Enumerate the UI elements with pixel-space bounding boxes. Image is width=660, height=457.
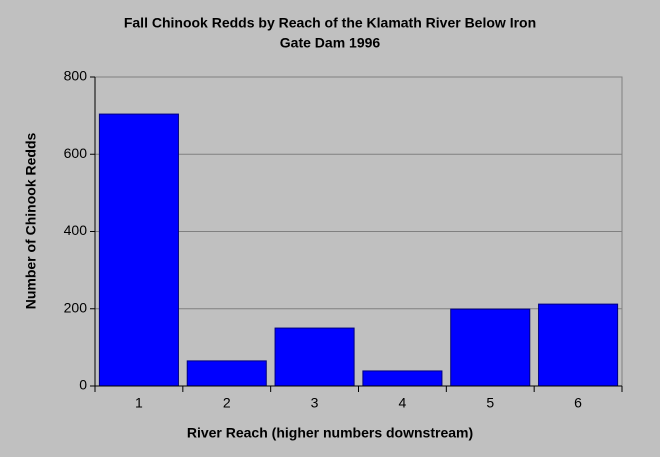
y-tick-label: 400 (64, 222, 88, 238)
bar (274, 327, 355, 387)
bar (538, 303, 619, 387)
y-tick-label: 0 (79, 377, 87, 393)
y-axis-label: Number of Chinook Redds (23, 133, 39, 310)
y-tick-label: 800 (64, 68, 88, 84)
x-tick-label: 4 (399, 395, 407, 411)
y-tick-label: 200 (64, 299, 88, 315)
bar (450, 308, 531, 387)
x-tick-label: 3 (311, 395, 319, 411)
x-axis-label: River Reach (higher numbers downstream) (187, 425, 473, 441)
chart-title: Gate Dam 1996 (280, 35, 381, 51)
x-tick-label: 5 (486, 395, 494, 411)
bar (186, 360, 267, 387)
y-tick-label: 600 (64, 145, 88, 161)
x-tick-label: 1 (135, 395, 143, 411)
x-tick-label: 2 (223, 395, 231, 411)
bar (98, 113, 179, 387)
bar (362, 370, 443, 387)
chart-title: Fall Chinook Redds by Reach of the Klama… (124, 15, 536, 31)
x-tick-label: 6 (574, 395, 582, 411)
